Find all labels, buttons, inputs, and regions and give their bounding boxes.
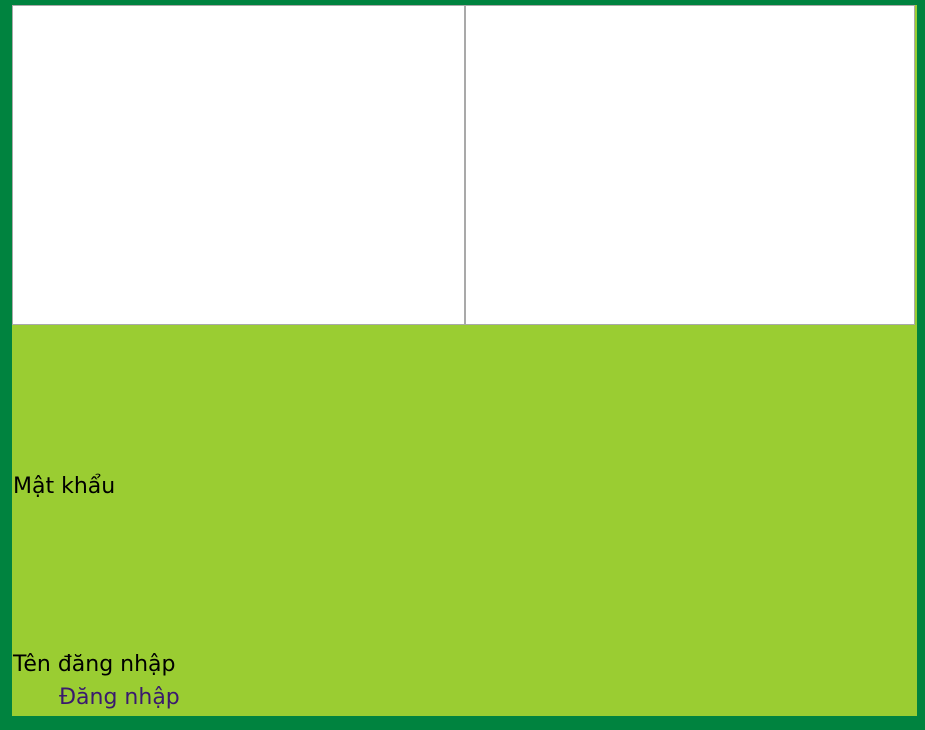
right-panel [464, 6, 914, 324]
password-label: Mật khẩu [13, 474, 116, 499]
username-label: Tên đăng nhập [13, 652, 176, 677]
login-link[interactable]: Đăng nhập [59, 685, 180, 710]
top-panels [12, 5, 915, 325]
login-frame: Mật khẩu Tên đăng nhập Đăng nhập [12, 5, 917, 716]
left-panel [13, 6, 464, 324]
